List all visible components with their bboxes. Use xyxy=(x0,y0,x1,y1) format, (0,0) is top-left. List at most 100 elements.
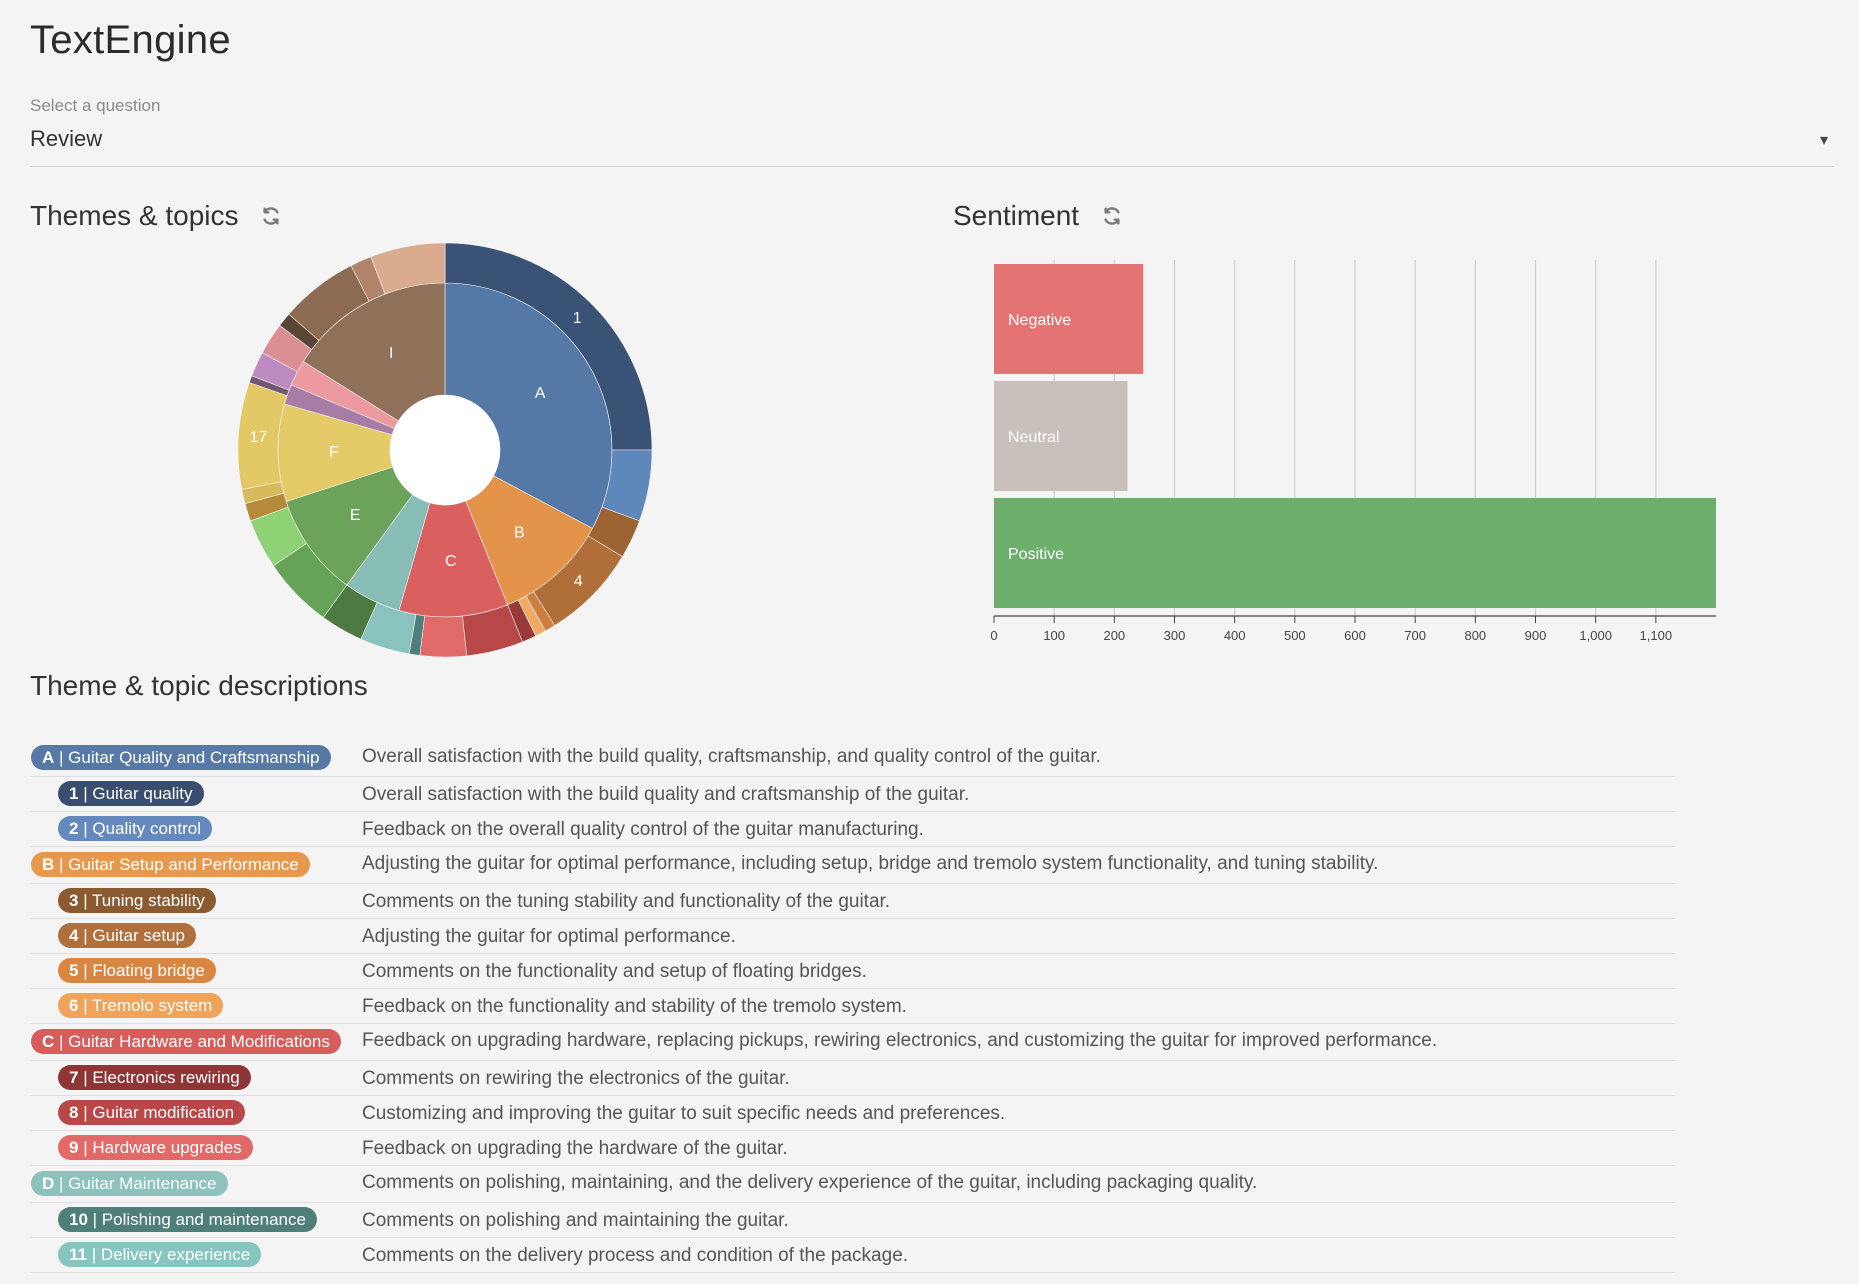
sentiment-bar-label: Neutral xyxy=(1008,429,1060,446)
theme-row: A | Guitar Quality and Craftsmanship Over… xyxy=(30,740,1675,777)
theme-row: D | Guitar Maintenance Comments on polish… xyxy=(30,1166,1675,1203)
topic-code: 1 xyxy=(69,784,79,803)
sentiment-title-text: Sentiment xyxy=(953,200,1080,231)
x-tick-label: 600 xyxy=(1344,628,1366,643)
x-tick-label: 400 xyxy=(1224,628,1246,643)
topic-description: Feedback on upgrading the hardware of th… xyxy=(362,1138,788,1159)
topic-description: Comments on polishing and maintaining th… xyxy=(362,1210,789,1231)
topic-description: Customizing and improving the guitar to … xyxy=(362,1103,1006,1124)
topic-description: Comments on the delivery process and con… xyxy=(362,1245,909,1266)
topic-name: Guitar modification xyxy=(92,1103,235,1122)
topic-code: 7 xyxy=(69,1068,79,1087)
topic-row: 2 | Quality control Feedback on the overa… xyxy=(30,812,1675,847)
topic-badge[interactable]: 10 | Polishing and maintenance xyxy=(58,1207,317,1232)
themes-sunburst-chart[interactable]: A B C E F I 1 4 17 xyxy=(230,240,660,670)
topic-row: 9 | Hardware upgrades Feedback on upgradi… xyxy=(30,1131,1675,1166)
chevron-down-icon[interactable]: ▾ xyxy=(1819,132,1828,149)
topic-name: Hardware upgrades xyxy=(92,1138,242,1157)
topic-segment-8[interactable] xyxy=(419,615,467,658)
sentiment-bar-label: Negative xyxy=(1008,312,1071,329)
theme-code: C xyxy=(42,1032,55,1051)
topic-badge[interactable]: 3 | Tuning stability xyxy=(58,888,216,913)
topic-name: Tuning stability xyxy=(92,891,205,910)
topic-badge[interactable]: 1 | Guitar quality xyxy=(58,781,204,806)
topic-row: 6 | Tremolo system Feedback on the functi… xyxy=(30,989,1675,1024)
sentiment-bar-negative[interactable] xyxy=(994,264,1144,374)
theme-row: C | Guitar Hardware and Modifications Fee… xyxy=(30,1024,1675,1061)
x-tick-label: 500 xyxy=(1284,628,1306,643)
theme-badge[interactable]: D | Guitar Maintenance xyxy=(31,1171,228,1196)
theme-label: E xyxy=(350,507,361,524)
topic-name: Quality control xyxy=(92,819,202,838)
themes-topics-title-text: Themes & topics xyxy=(30,200,239,231)
descriptions-title: Theme & topic descriptions xyxy=(30,670,368,701)
theme-badge[interactable]: C | Guitar Hardware and Modifications xyxy=(31,1029,341,1054)
topic-row: 10 | Polishing and maintenance Comments o… xyxy=(30,1203,1675,1238)
x-tick-label: 900 xyxy=(1525,628,1547,643)
topic-label: 17 xyxy=(250,429,268,446)
theme-code: B xyxy=(42,855,55,874)
topic-name: Polishing and maintenance xyxy=(101,1210,306,1229)
theme-label: A xyxy=(535,385,546,402)
theme-label: F xyxy=(329,444,339,461)
x-tick-label: 300 xyxy=(1164,628,1186,643)
refresh-icon[interactable] xyxy=(1101,202,1123,234)
topic-code: 2 xyxy=(69,819,79,838)
question-select[interactable]: Review ▾ xyxy=(30,122,1834,167)
topic-row: 3 | Tuning stability Comments on the tuni… xyxy=(30,884,1675,919)
sentiment-bar-chart[interactable]: 0 100 200 300 400 500 600 700 800 900 1,000 1,100 Ne… xyxy=(980,250,1760,660)
topic-name: Electronics rewiring xyxy=(92,1068,240,1087)
sentiment-title: Sentiment xyxy=(953,200,1123,234)
topic-row: 5 | Floating bridge Comments on the funct… xyxy=(30,954,1675,989)
x-tick-label: 100 xyxy=(1043,628,1065,643)
theme-badge[interactable]: A | Guitar Quality and Craftsmanship xyxy=(31,745,331,770)
topic-segment-23[interactable] xyxy=(370,242,446,295)
theme-description: Overall satisfaction with the build qual… xyxy=(362,746,1101,767)
theme-code: D xyxy=(42,1174,55,1193)
topic-badge[interactable]: 7 | Electronics rewiring xyxy=(58,1065,251,1090)
x-tick-label: 800 xyxy=(1464,628,1486,643)
topic-badge[interactable]: 4 | Guitar setup xyxy=(58,923,196,948)
x-tick-label: 1,000 xyxy=(1579,628,1612,643)
topic-badge[interactable]: 9 | Hardware upgrades xyxy=(58,1135,253,1160)
topic-name: Tremolo system xyxy=(92,996,213,1015)
theme-badge[interactable]: B | Guitar Setup and Performance xyxy=(31,852,310,877)
x-tick-label: 700 xyxy=(1404,628,1426,643)
topic-badge[interactable]: 2 | Quality control xyxy=(58,816,213,841)
question-select-label: Select a question xyxy=(30,96,161,115)
theme-code: A xyxy=(42,748,55,767)
x-tick-label: 200 xyxy=(1103,628,1125,643)
topic-name: Guitar quality xyxy=(92,784,193,803)
theme-name: Guitar Quality and Craftsmanship xyxy=(68,748,320,767)
theme-topic-table: A | Guitar Quality and Craftsmanship Over… xyxy=(30,740,1675,1273)
topic-badge[interactable]: 6 | Tremolo system xyxy=(58,993,224,1018)
sentiment-bar-neutral[interactable] xyxy=(994,381,1128,491)
topic-label: 1 xyxy=(573,310,582,327)
sentiment-bar-positive[interactable] xyxy=(994,498,1716,608)
topic-label: 4 xyxy=(574,573,583,590)
themes-topics-title: Themes & topics xyxy=(30,200,282,234)
topic-code: 10 xyxy=(69,1210,88,1229)
topic-description: Comments on the tuning stability and fun… xyxy=(362,891,891,912)
topic-description: Adjusting the guitar for optimal perform… xyxy=(362,926,736,947)
topic-badge[interactable]: 8 | Guitar modification xyxy=(58,1100,246,1125)
topic-badge[interactable]: 5 | Floating bridge xyxy=(58,958,216,983)
theme-description: Feedback on upgrading hardware, replacin… xyxy=(362,1030,1438,1051)
topic-code: 4 xyxy=(69,926,79,945)
topic-description: Overall satisfaction with the build qual… xyxy=(362,784,970,805)
sentiment-bar-label: Positive xyxy=(1008,546,1064,563)
theme-row: B | Guitar Setup and Performance Adjustin… xyxy=(30,847,1675,884)
topic-name: Delivery experience xyxy=(100,1245,251,1264)
x-tick-label: 1,100 xyxy=(1640,628,1673,643)
question-select-value: Review xyxy=(30,126,103,151)
topic-badge[interactable]: 11 | Delivery experience xyxy=(58,1242,262,1267)
app-title: TextEngine xyxy=(30,18,231,62)
topic-row: 8 | Guitar modification Customizing and i… xyxy=(30,1096,1675,1131)
x-tick-label: 0 xyxy=(990,628,997,643)
refresh-icon[interactable] xyxy=(260,202,282,234)
theme-label: B xyxy=(514,524,525,541)
topic-row: 7 | Electronics rewiring Comments on rewi… xyxy=(30,1061,1675,1096)
theme-name: Guitar Setup and Performance xyxy=(68,855,299,874)
topic-row: 1 | Guitar quality Overall satisfaction w… xyxy=(30,777,1675,812)
topic-code: 6 xyxy=(69,996,79,1015)
